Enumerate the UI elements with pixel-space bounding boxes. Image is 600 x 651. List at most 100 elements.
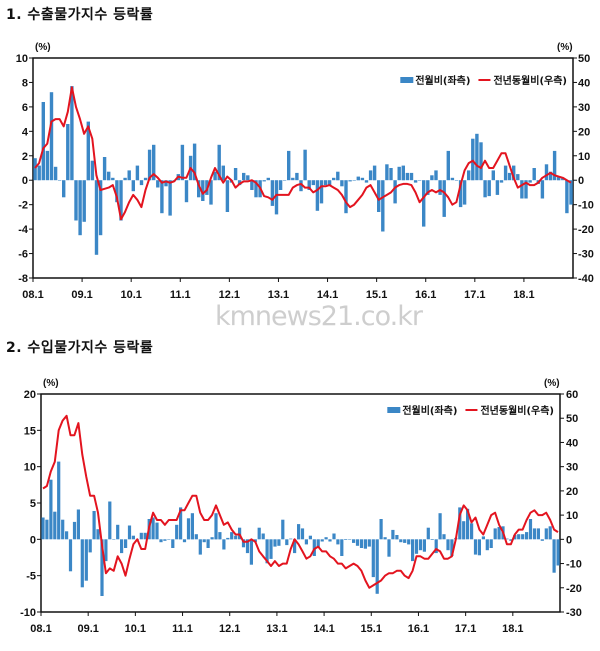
right-tick-label: 0 [578, 175, 584, 187]
bar-mom [532, 528, 537, 540]
left-tick-label: -10 [20, 607, 36, 619]
right-tick-label: 20 [566, 486, 578, 498]
bar-mom [171, 539, 175, 548]
left-tick-label: -4 [18, 224, 29, 236]
bar-mom [78, 180, 82, 236]
bar-mom [395, 535, 399, 540]
bar-mom [57, 461, 61, 540]
right-tick-label: -30 [578, 249, 594, 261]
bar-mom [143, 177, 148, 181]
right-axis-unit: (%) [544, 378, 560, 389]
bar-mom [475, 133, 479, 181]
x-tick-label: 12.1 [219, 289, 240, 301]
bar-mom [135, 165, 140, 181]
bar-mom [368, 170, 373, 181]
bar-mom [226, 537, 230, 540]
bar-mom [336, 171, 340, 181]
bar-mom [315, 180, 320, 211]
bar-mom [556, 539, 560, 566]
left-tick-label: 0 [30, 534, 36, 546]
bar-mom [65, 531, 69, 540]
bar-mom [293, 539, 297, 554]
bar-mom [462, 521, 466, 540]
bar-mom [528, 519, 533, 540]
bar-mom [536, 528, 540, 540]
right-tick-label: -20 [566, 583, 582, 595]
bar-mom [372, 165, 377, 181]
bar-mom [565, 180, 569, 214]
bar-mom [458, 180, 463, 208]
bar-mom [438, 513, 442, 540]
bar-mom [520, 180, 524, 199]
bar-mom [352, 180, 356, 181]
bar-mom [213, 171, 217, 181]
bar-mom [403, 539, 407, 543]
bar-mom [214, 513, 218, 540]
bar-mom [462, 180, 467, 205]
plot-area [40, 393, 561, 613]
bar-mom [561, 177, 565, 181]
bar-mom [328, 539, 332, 542]
bar-mom [389, 168, 393, 181]
bar-mom [307, 180, 311, 190]
bar-mom [53, 511, 57, 540]
bar-mom [108, 501, 112, 540]
bar-mom [308, 535, 312, 540]
bar-mom [179, 507, 183, 540]
bar-mom [552, 150, 557, 181]
bar-mom [86, 121, 90, 181]
bar-mom [569, 180, 573, 205]
bar-mom [450, 177, 455, 181]
bar-mom [340, 180, 344, 187]
x-tick-label: 15.1 [366, 289, 387, 301]
bar-mom [507, 172, 512, 181]
bar-mom [381, 180, 385, 232]
bar-mom [163, 539, 167, 541]
bar-mom [285, 539, 289, 546]
bar-mom [352, 539, 356, 543]
bar-mom [304, 539, 308, 545]
right-tick-label: 30 [578, 102, 590, 114]
bar-mom [273, 539, 277, 547]
right-tick-label: 30 [566, 462, 578, 474]
bar-mom [489, 539, 493, 548]
bar-mom [426, 180, 430, 195]
x-tick-label: 16.1 [415, 289, 436, 301]
bar-mom [218, 532, 222, 540]
bar-mom [184, 180, 189, 203]
bar-mom [524, 180, 528, 199]
right-tick-label: -40 [578, 273, 594, 285]
bar-mom [467, 170, 471, 181]
line-yoy [34, 86, 572, 221]
bar-mom [62, 180, 66, 198]
bar-mom [100, 539, 104, 596]
bar-mom [371, 539, 375, 578]
bar-mom [442, 180, 446, 217]
right-tick-label: -30 [566, 607, 582, 619]
bar-mom [269, 539, 273, 559]
bar-mom [186, 518, 191, 540]
left-tick-label: 5 [30, 498, 36, 510]
left-tick-label: -5 [26, 571, 36, 583]
bar-mom [544, 164, 549, 181]
bar-mom [359, 539, 364, 548]
bar-mom [61, 519, 65, 540]
bar-mom [131, 535, 135, 540]
bar-mom [434, 170, 438, 181]
x-tick-label: 13.1 [268, 289, 289, 301]
bar-mom [355, 539, 360, 546]
bar-mom [407, 539, 411, 545]
bar-mom [119, 180, 123, 221]
bar-mom [450, 539, 454, 556]
x-tick-label: 11.1 [172, 623, 193, 635]
bar-mom [143, 532, 147, 540]
left-tick-label: 8 [22, 77, 28, 89]
bar-mom [297, 524, 301, 540]
x-tick-label: 17.1 [464, 289, 485, 301]
bar-mom [82, 180, 86, 222]
bar-mom [74, 180, 78, 221]
x-tick-label: 09.1 [71, 289, 92, 301]
x-tick-label: 15.1 [361, 623, 382, 635]
left-tick-label: 2 [22, 151, 28, 163]
legend-line-label: 전년동월비(우측) [480, 404, 554, 417]
